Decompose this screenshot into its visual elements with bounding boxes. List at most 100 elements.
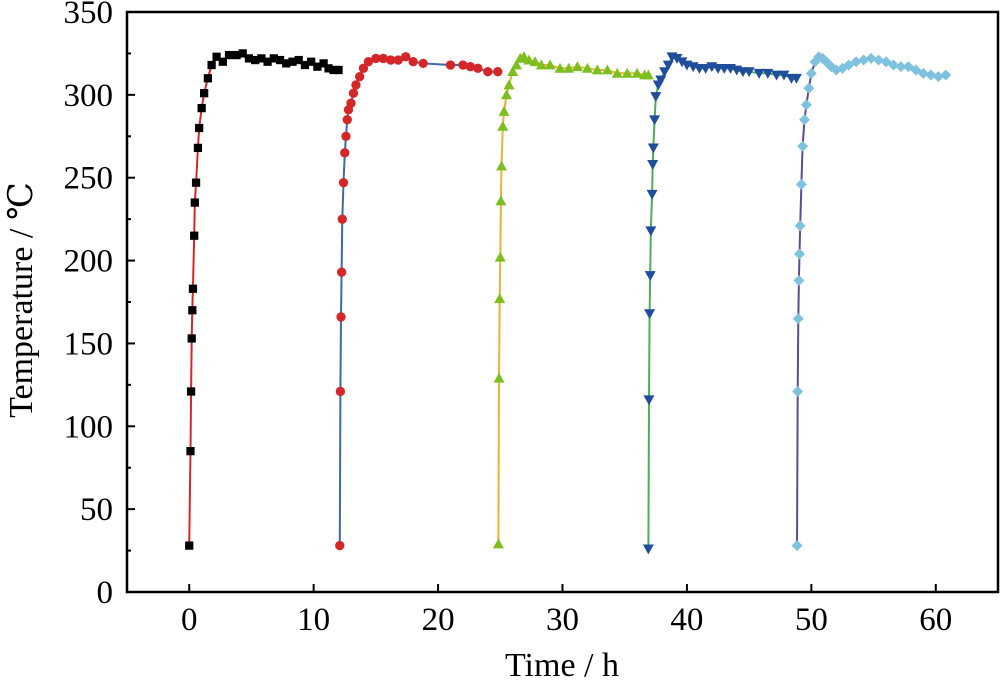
x-tick-label: 10 (297, 602, 330, 638)
data-point (232, 50, 241, 60)
data-point (224, 50, 234, 60)
data-point (496, 160, 508, 171)
data-point (186, 447, 195, 456)
data-point (700, 63, 712, 74)
data-point (275, 55, 285, 65)
data-point (207, 60, 216, 70)
y-tick-label: 350 (64, 0, 114, 31)
data-point (188, 284, 198, 293)
y-tick-label: 150 (64, 326, 114, 362)
data-point (621, 67, 633, 78)
data-point (393, 55, 403, 65)
x-axis-title: Time / h (505, 647, 619, 683)
data-point (473, 63, 483, 74)
data-point (535, 59, 547, 70)
data-point (458, 60, 468, 70)
data-point (319, 59, 328, 68)
data-point (571, 61, 583, 72)
data-point (581, 62, 593, 73)
data-point (611, 67, 623, 78)
y-tick-label: 200 (64, 244, 114, 280)
data-point (324, 64, 333, 73)
series-5-line (796, 55, 946, 546)
series-3 (492, 51, 654, 549)
data-point (263, 57, 272, 66)
data-point (346, 98, 356, 108)
data-point (743, 67, 755, 78)
series-1-line (188, 52, 339, 546)
data-point (793, 274, 805, 286)
data-point (507, 66, 519, 77)
data-point (336, 267, 347, 277)
data-point (200, 89, 209, 98)
data-point (795, 178, 807, 190)
series-2-line (338, 55, 498, 546)
x-axis: 0 10 20 30 40 50 60 (181, 584, 952, 638)
data-point (865, 52, 877, 64)
x-tick-label: 20 (422, 602, 455, 638)
data-point (341, 131, 351, 141)
data-point (336, 312, 346, 322)
data-point (348, 88, 359, 98)
data-point (401, 52, 411, 62)
data-point (340, 148, 350, 158)
y-tick-label: 250 (64, 161, 114, 197)
x-tick-label: 50 (795, 602, 828, 638)
data-point (792, 313, 804, 325)
data-point (662, 60, 674, 71)
data-point (218, 57, 227, 66)
series-3-line (497, 55, 649, 544)
data-point (523, 54, 535, 65)
data-point (363, 57, 374, 67)
data-point (554, 62, 566, 73)
data-point (190, 231, 199, 240)
data-point (850, 56, 862, 68)
data-point (498, 105, 510, 116)
data-point (190, 198, 199, 207)
data-point (790, 73, 802, 84)
data-point (800, 99, 812, 111)
data-point (191, 178, 201, 187)
data-point (671, 54, 683, 64)
data-point (771, 70, 783, 81)
data-point (497, 120, 509, 131)
data-point (193, 143, 203, 153)
data-point (792, 385, 804, 397)
data-point (212, 52, 221, 61)
series-1 (185, 49, 343, 550)
data-point (445, 60, 456, 70)
data-point (294, 55, 303, 65)
data-point (493, 372, 505, 383)
y-tick-label: 0 (97, 575, 114, 611)
data-point (494, 293, 506, 304)
data-point (649, 115, 661, 126)
x-tick-label: 40 (670, 602, 703, 638)
plot-frame (125, 10, 1000, 594)
data-point (646, 189, 658, 200)
series-4 (642, 52, 802, 555)
data-point (655, 75, 667, 86)
data-point (631, 67, 643, 78)
data-point (940, 69, 952, 81)
data-point (529, 56, 541, 67)
series-2 (335, 52, 503, 551)
x-tick-label: 60 (919, 602, 952, 638)
data-point (257, 54, 266, 63)
series-5 (791, 51, 952, 552)
y-tick-label: 300 (64, 78, 114, 114)
data-point (195, 123, 204, 133)
data-point (188, 306, 197, 315)
data-point (644, 271, 656, 281)
data-point (342, 115, 352, 125)
y-axis-title: Temperature / ℃ (3, 182, 40, 418)
data-point (386, 55, 396, 65)
x-tick-label: 0 (181, 602, 198, 638)
data-point (591, 64, 603, 75)
data-point (858, 54, 870, 66)
data-point (313, 62, 322, 71)
data-point (503, 79, 515, 90)
data-point (337, 214, 347, 224)
data-point (358, 63, 369, 74)
data-point (544, 59, 556, 70)
